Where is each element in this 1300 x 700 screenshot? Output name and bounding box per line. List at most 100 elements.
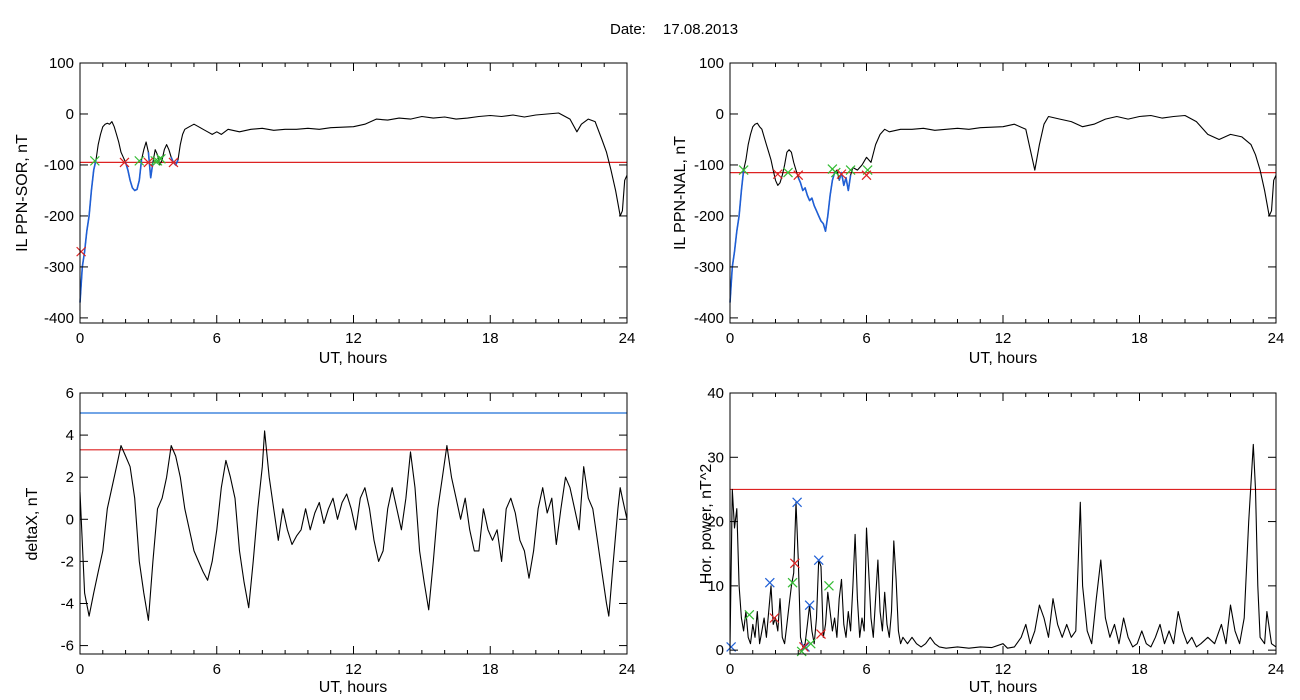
x-axis-label: UT, hours [319, 679, 387, 696]
x-tick-label: 0 [76, 661, 84, 678]
marker-red [861, 170, 872, 181]
panel-il-ppn-sor: IL PPN-SOR, nT UT, hours 0 6 12 18 24 100 0 -10… [14, 55, 635, 367]
x-tick-label: 12 [345, 661, 362, 678]
marker-stroke [793, 170, 804, 181]
date-value: 17.08.2013 [663, 21, 738, 38]
marker-stroke [89, 155, 100, 166]
marker-red [76, 246, 87, 257]
x-axis-label: UT, hours [319, 350, 387, 367]
y-tick-label: -100 [44, 157, 74, 174]
marker-green [134, 155, 145, 166]
y-tick-label: -200 [694, 208, 724, 225]
x-tick-label: 18 [482, 661, 499, 678]
y-tick-label: 0 [66, 511, 74, 528]
marker-green [744, 609, 755, 620]
event-segment [797, 172, 836, 232]
y-tick-label: -6 [61, 638, 74, 655]
marker-stroke [769, 613, 780, 623]
y-tick-label: 0 [716, 106, 724, 123]
x-tick-label: 18 [482, 330, 499, 347]
marker-stroke [813, 555, 824, 566]
plot-frame [79, 392, 628, 655]
x-tick-label: 24 [1268, 330, 1285, 347]
x-tick-label: 24 [619, 330, 636, 347]
marker-stroke [772, 169, 783, 180]
x-tick-label: 12 [995, 330, 1012, 347]
marker-stroke [134, 155, 145, 166]
marker-stroke [804, 600, 815, 611]
marker-stroke [738, 165, 749, 175]
marker-blue [804, 600, 815, 611]
marker-stroke [155, 153, 166, 164]
x-tick-label: 6 [862, 330, 870, 347]
y-tick-label: 100 [699, 55, 724, 72]
marker-blue [813, 555, 824, 566]
x-tick-label: 12 [995, 661, 1012, 678]
panel-hor-power: Hor. power, nT^2 UT, hours 0 6 12 18 24 40 30 2… [698, 385, 1284, 696]
y-tick-label: 10 [707, 578, 724, 595]
marker-stroke [836, 169, 847, 180]
event-segment [729, 170, 745, 303]
marker-green [783, 167, 793, 178]
x-tick-label: 18 [1131, 661, 1148, 678]
x-tick-label: 6 [862, 661, 870, 678]
marker-green [89, 155, 100, 166]
event-segment [124, 159, 143, 192]
marker-stroke [805, 638, 816, 649]
marker-stroke [76, 246, 87, 257]
marker-stroke [744, 609, 755, 620]
x-tick-label: 0 [76, 330, 84, 347]
y-tick-label: -4 [61, 595, 74, 612]
marker-red [789, 558, 800, 569]
marker-stroke [816, 629, 826, 639]
marker-red [769, 613, 780, 623]
x-tick-label: 24 [1268, 661, 1285, 678]
series-line [79, 112, 628, 303]
date-label: Date: [610, 21, 646, 38]
y-tick-label: 20 [707, 514, 724, 531]
marker-stroke [764, 577, 775, 588]
panel-deltax: deltaX, nT UT, hours 0 6 12 18 24 6 4 2 0 -2 -4 -6 [24, 385, 635, 696]
x-tick-label: 6 [213, 661, 221, 678]
y-axis-label: deltaX, nT [24, 487, 41, 560]
y-tick-label: -200 [44, 208, 74, 225]
series-line [729, 114, 1277, 303]
marker-stroke [789, 558, 800, 569]
x-tick-label: 12 [345, 330, 362, 347]
marker-red [793, 170, 804, 181]
y-tick-label: -100 [694, 157, 724, 174]
plot-frame [729, 392, 1277, 655]
marker-stroke [800, 642, 810, 652]
x-tick-label: 6 [213, 330, 221, 347]
marker-red [816, 629, 826, 639]
series-line [729, 443, 1277, 649]
y-tick-label: -400 [44, 310, 74, 327]
x-tick-label: 18 [1131, 330, 1148, 347]
event-segment [147, 152, 154, 179]
marker-stroke [845, 165, 856, 175]
marker-stroke [783, 167, 793, 178]
marker-green [805, 638, 816, 649]
plot-frame [79, 62, 628, 324]
y-tick-label: 6 [66, 385, 74, 402]
marker-stroke [792, 497, 803, 508]
marker-green [738, 165, 749, 175]
y-tick-label: 30 [707, 449, 724, 466]
marker-blue [792, 497, 803, 508]
marker-red [143, 157, 154, 168]
marker-green [845, 165, 856, 175]
series-line [79, 430, 628, 621]
x-tick-label: 24 [619, 661, 636, 678]
x-tick-label: 0 [726, 661, 734, 678]
y-tick-label: 100 [49, 55, 74, 72]
marker-stroke [861, 170, 872, 181]
x-axis-label: UT, hours [969, 350, 1037, 367]
y-axis-label: IL PPN-NAL, nT [672, 136, 689, 250]
y-tick-label: 2 [66, 469, 74, 486]
marker-blue [800, 642, 810, 652]
marker-red [772, 169, 783, 180]
y-tick-label: -300 [694, 259, 724, 276]
y-tick-label: 0 [66, 106, 74, 123]
marker-red [836, 169, 847, 180]
